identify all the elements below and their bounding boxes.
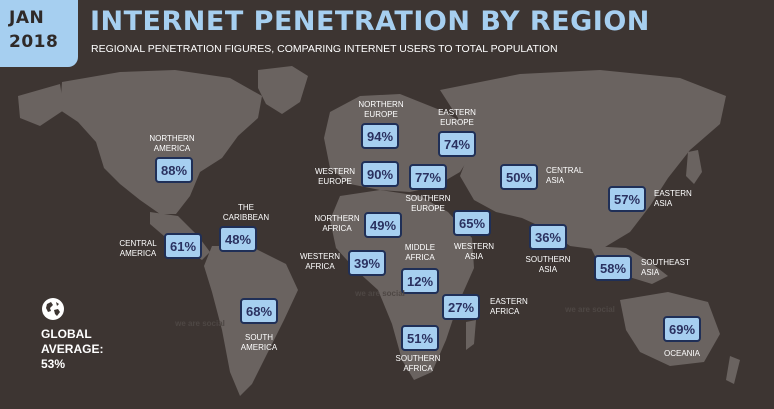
region-value-box-western-europe [361,161,399,187]
region-value-western-africa: 39% [354,256,380,271]
region-value-eastern-europe: 74% [444,137,470,152]
region-value-eastern-asia: 57% [614,192,640,207]
watermark-we-are-social: we are social [564,305,615,314]
region-value-central-asia: 50% [506,170,532,185]
watermark-we-are-social: we are social [174,319,225,328]
region-label-central-asia: CENTRAL ASIA [546,166,584,185]
page-subtitle: REGIONAL PENETRATION FIGURES, COMPARING … [91,43,558,55]
region-label-southern-africa: SOUTHERN AFRICA [396,354,441,373]
region-label-south-america: SOUTH AMERICA [241,333,278,352]
region-label-eastern-asia: EASTERN ASIA [654,189,692,208]
region-value-box-eastern-africa [442,294,480,320]
region-label-northern-europe: NORTHERN EUROPE [358,100,403,119]
region-value-box-western-asia [453,210,491,236]
region-label-northern-america: NORTHERN AMERICA [149,134,194,153]
region-value-box-southern-europe [409,164,447,190]
landmass-alaska [18,84,64,126]
region-label-southern-europe: SOUTHERN EUROPE [406,194,451,213]
global-average-label-line2: AVERAGE: [41,342,104,356]
region-value-middle-africa: 12% [407,274,433,289]
region-value-southern-africa: 51% [407,331,433,346]
region-label-middle-africa: MIDDLE AFRICA [405,243,435,262]
region-value-oceania: 69% [669,322,695,337]
region-value-eastern-africa: 27% [448,300,474,315]
global-average-label-line1: GLOBAL [41,327,92,341]
region-label-western-africa: WESTERN AFRICA [300,252,340,271]
region-value-box-the-caribbean [219,226,257,252]
region-label-northern-africa: NORTHERN AFRICA [314,214,359,233]
region-marks: 88% NORTHERN AMERICA 48% THE CARIBBEAN 61% CENT… [119,100,701,373]
landmass-north-america [60,70,262,214]
region-value-southeast-asia: 58% [600,261,626,276]
date-year: 2018 [9,32,59,52]
region-value-box-southeast-asia [594,255,632,281]
region-value-south-america: 68% [246,304,272,319]
region-value-box-eastern-europe [438,131,476,157]
landmass-japan [686,150,702,184]
region-value-box-northern-europe [361,123,399,149]
landmass-asia [440,70,726,250]
region-label-central-america: CENTRAL AMERICA [119,239,157,258]
region-value-box-eastern-asia [608,186,646,212]
date-badge: JAN 2018 [0,0,78,67]
region-value-western-asia: 65% [459,216,485,231]
region-value-box-oceania [663,316,701,342]
landmass-new-zealand [726,356,740,384]
region-label-southern-asia: SOUTHERN ASIA [526,255,571,274]
region-value-southern-europe: 77% [415,170,441,185]
region-value-box-northern-america [155,157,193,183]
globe-icon [42,298,64,320]
region-value-western-europe: 90% [367,167,393,182]
region-value-the-caribbean: 48% [225,232,251,247]
global-average: GLOBAL AVERAGE: 53% [41,297,103,372]
region-label-the-caribbean: THE CARIBBEAN [223,203,269,222]
region-label-southeast-asia: SOUTHEAST ASIA [641,258,690,277]
region-value-box-southern-asia [529,224,567,250]
region-value-northern-europe: 94% [367,129,393,144]
region-value-box-south-america [240,298,278,324]
watermark-we-are-social: we are social [354,289,405,298]
landmass-madagascar [466,320,476,350]
region-label-eastern-africa: EASTERN AFRICA [490,297,528,316]
region-label-oceania: OCEANIA [664,349,701,358]
region-label-eastern-europe: EASTERN EUROPE [438,108,476,127]
page-title: INTERNET PENETRATION BY REGION [90,6,650,37]
region-value-box-southern-africa [401,325,439,351]
global-average-value: 53% [41,357,66,371]
region-label-western-asia: WESTERN ASIA [454,242,494,261]
region-value-box-western-africa [348,250,386,276]
region-value-central-america: 61% [170,239,196,254]
region-value-northern-africa: 49% [370,218,396,233]
region-label-western-europe: WESTERN EUROPE [315,167,355,186]
region-value-northern-america: 88% [161,163,187,178]
region-value-box-northern-africa [364,212,402,238]
landmass-greenland [258,66,308,114]
region-value-box-middle-africa [401,268,439,294]
date-month: JAN [9,8,45,28]
region-value-box-central-asia [500,164,538,190]
region-value-southern-asia: 36% [535,230,561,245]
region-value-box-central-america [164,233,202,259]
